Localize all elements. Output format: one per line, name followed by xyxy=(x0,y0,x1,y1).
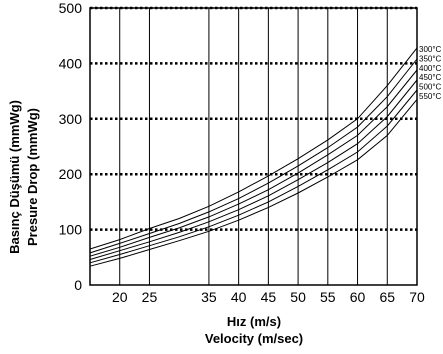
y-tick-label: 400 xyxy=(59,55,83,71)
x-tick-label: 35 xyxy=(201,289,217,305)
x-tick-label: 45 xyxy=(261,289,277,305)
y-axis-title-line1: Basınç Düşümü (mmWg) xyxy=(7,100,22,254)
x-tick-label: 60 xyxy=(350,289,366,305)
series-line xyxy=(89,79,418,260)
y-tick-label: 500 xyxy=(59,0,83,16)
x-tick-label: 25 xyxy=(142,289,158,305)
x-tick-label: 65 xyxy=(379,289,395,305)
y-tick-label: 300 xyxy=(59,111,83,127)
y-axis-title-line2: Presure Drop (mmWg) xyxy=(25,108,40,246)
x-tick-label: 20 xyxy=(112,289,128,305)
series-line xyxy=(89,47,418,250)
series-label: 500°C xyxy=(419,83,442,92)
x-tick-label: 70 xyxy=(409,289,425,305)
y-tick-label: 100 xyxy=(59,222,83,238)
x-axis-title-line2: Velocity (m/sec) xyxy=(205,331,303,346)
x-tick-labels: 20 25 35 40 45 50 55 60 65 70 xyxy=(112,289,425,305)
y-tick-labels: 0 100 200 300 400 500 xyxy=(59,0,83,293)
x-tick-label: 55 xyxy=(320,289,336,305)
plot-frame xyxy=(89,7,418,286)
x-axis-title-line1: Hız (m/s) xyxy=(227,314,281,329)
x-tick-label: 40 xyxy=(231,289,247,305)
series-lines xyxy=(89,47,418,267)
series-label: 350°C xyxy=(419,54,442,63)
series-label: 400°C xyxy=(419,64,442,73)
series-line xyxy=(89,58,418,254)
y-tick-label: 0 xyxy=(74,277,82,293)
series-label: 300°C xyxy=(419,45,442,54)
x-tick-label: 50 xyxy=(290,289,306,305)
grid xyxy=(90,6,417,285)
y-tick-label: 200 xyxy=(59,166,83,182)
series-line xyxy=(89,89,418,264)
series-line xyxy=(89,99,418,267)
series-line xyxy=(89,69,418,257)
series-label: 550°C xyxy=(419,92,442,101)
series-label: 450°C xyxy=(419,73,442,82)
